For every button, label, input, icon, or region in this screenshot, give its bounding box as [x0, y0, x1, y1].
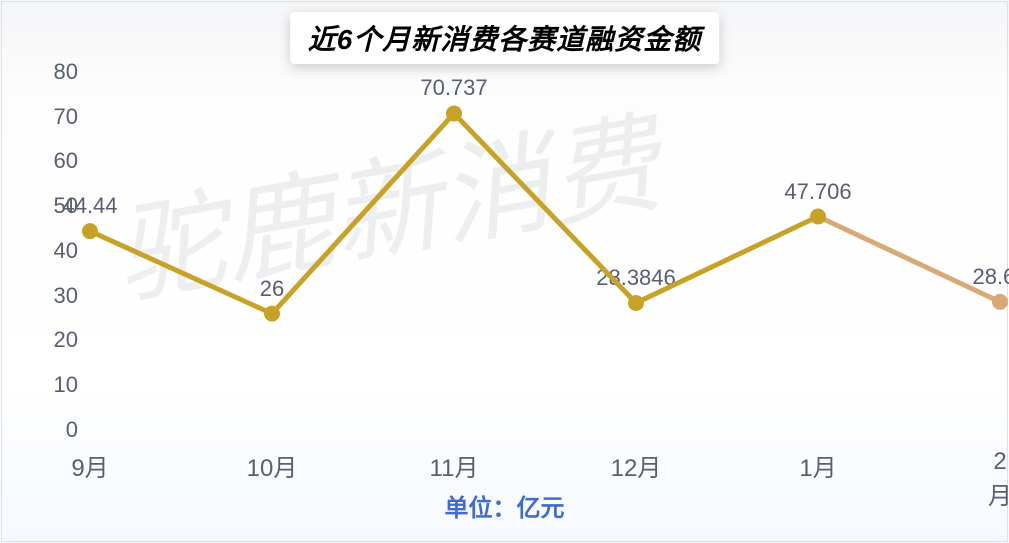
data-point-marker [992, 294, 1008, 310]
data-point-marker [628, 295, 644, 311]
line-segment [90, 231, 272, 314]
line-segment [636, 217, 818, 303]
line-segment [818, 217, 1000, 302]
line-chart-svg [0, 0, 1009, 543]
data-point-marker [264, 306, 280, 322]
data-point-marker [82, 223, 98, 239]
data-point-marker [446, 105, 462, 121]
line-segment [272, 113, 454, 313]
chart-plot: 01020304050607080 9月10月11月12月1月2月 44.442… [0, 0, 1009, 543]
chart-title: 近6个月新消费各赛道融资金额 [290, 12, 720, 64]
x-axis-label: 单位：亿元 [445, 488, 565, 523]
data-point-marker [810, 209, 826, 225]
line-segment [454, 113, 636, 303]
